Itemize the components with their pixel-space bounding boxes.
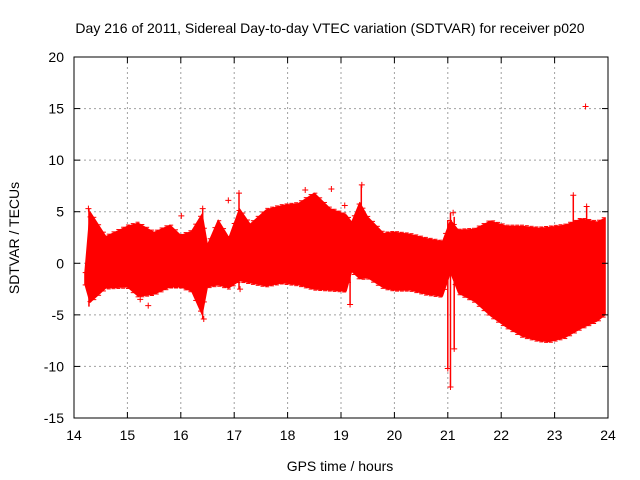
outlier-point bbox=[178, 212, 185, 219]
outlier-point bbox=[237, 286, 244, 293]
y-axis-ticks: -15 -10 -5 0 5 10 15 20 bbox=[44, 49, 608, 426]
outlier-point bbox=[570, 192, 577, 199]
outlier-point bbox=[583, 203, 590, 210]
outlier-point bbox=[451, 345, 458, 352]
x-tick-label: 16 bbox=[173, 427, 189, 443]
outlier-point bbox=[328, 186, 335, 193]
outlier-point bbox=[347, 301, 354, 308]
outlier-point bbox=[199, 205, 206, 212]
x-tick-label: 15 bbox=[120, 427, 136, 443]
outlier-point bbox=[358, 181, 365, 188]
chart-title: Day 216 of 2011, Sidereal Day-to-day VTE… bbox=[75, 20, 584, 36]
y-tick-label: -15 bbox=[44, 410, 64, 426]
outlier-points bbox=[85, 103, 590, 391]
y-tick-label: -5 bbox=[52, 307, 65, 323]
y-tick-label: 15 bbox=[48, 101, 64, 117]
x-axis-ticks: 14 15 16 17 18 19 20 21 22 23 24 bbox=[66, 57, 616, 443]
outlier-point bbox=[349, 223, 356, 230]
x-tick-label: 18 bbox=[280, 427, 296, 443]
x-tick-label: 17 bbox=[226, 427, 242, 443]
outlier-point bbox=[145, 302, 152, 309]
y-tick-label: 20 bbox=[48, 49, 64, 65]
x-tick-label: 24 bbox=[600, 427, 616, 443]
outlier-point bbox=[85, 205, 92, 212]
x-tick-label: 19 bbox=[333, 427, 349, 443]
outlier-point bbox=[582, 103, 589, 110]
x-tick-label: 21 bbox=[440, 427, 456, 443]
outlier-point bbox=[447, 384, 454, 391]
outlier-point bbox=[200, 315, 207, 322]
outlier-point bbox=[341, 202, 348, 209]
outlier-point bbox=[225, 197, 232, 204]
y-axis-label: SDTVAR / TECUs bbox=[6, 182, 22, 294]
x-tick-label: 23 bbox=[547, 427, 563, 443]
x-tick-label: 22 bbox=[493, 427, 509, 443]
outlier-point bbox=[137, 296, 144, 303]
x-tick-label: 20 bbox=[387, 427, 403, 443]
x-axis-label: GPS time / hours bbox=[287, 458, 394, 474]
x-tick-label: 14 bbox=[66, 427, 82, 443]
y-tick-label: 0 bbox=[56, 255, 64, 271]
y-tick-label: 5 bbox=[56, 204, 64, 220]
y-tick-label: -10 bbox=[44, 358, 64, 374]
outlier-point bbox=[302, 187, 309, 194]
outlier-point bbox=[450, 209, 457, 216]
outlier-point bbox=[236, 190, 243, 197]
y-tick-label: 10 bbox=[48, 152, 64, 168]
outlier-point bbox=[444, 365, 451, 372]
